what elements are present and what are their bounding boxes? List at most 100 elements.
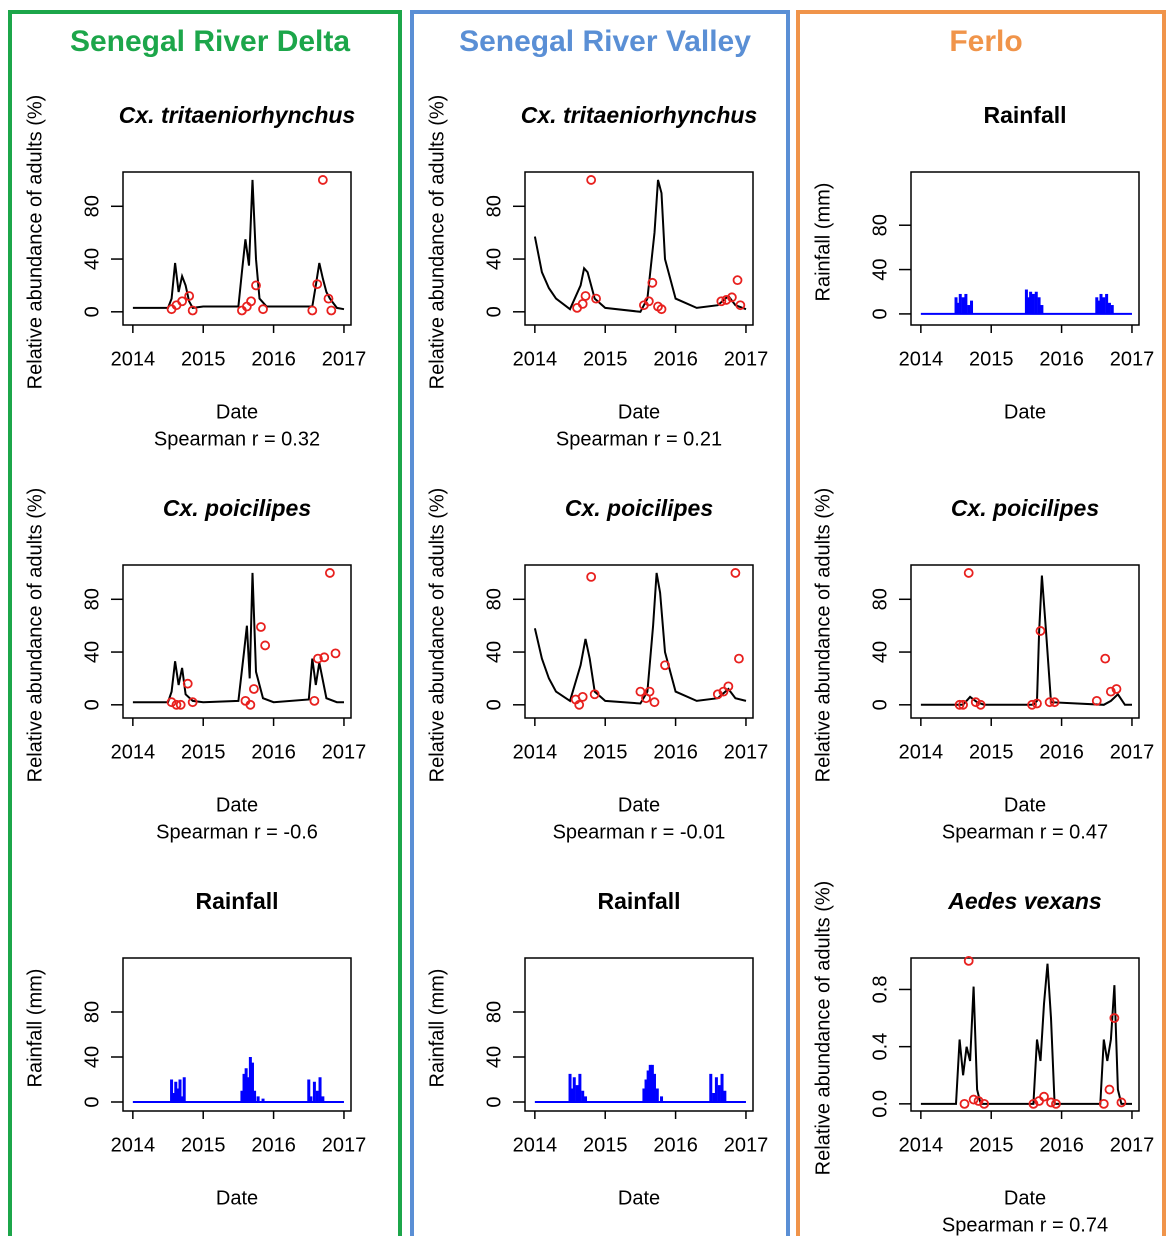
- observed-point: [258, 304, 268, 315]
- y-tick-label: 80: [483, 588, 505, 610]
- observed-point: [970, 697, 981, 708]
- y-tick-label: 0: [869, 699, 891, 710]
- y-axis-label: Relative abundance of adults (%): [426, 95, 448, 390]
- observed-point: [317, 175, 328, 185]
- y-tick-label: 0: [483, 306, 505, 317]
- observed-point: [1046, 1097, 1056, 1108]
- rain-bar: [572, 1077, 576, 1102]
- plot-frame: [122, 957, 352, 1112]
- observed-point: [326, 305, 337, 316]
- rain-bar: [1099, 293, 1103, 314]
- rain-bar: [642, 1088, 646, 1102]
- observed-point: [248, 684, 259, 694]
- observed-point: [246, 296, 256, 307]
- column-title: Senegal River Valley: [459, 25, 751, 58]
- observed-point: [1100, 653, 1111, 664]
- rain-bar: [1037, 297, 1041, 314]
- panel-title: Cx. poicilipes: [163, 495, 311, 521]
- observed-point: [580, 291, 591, 301]
- rain-bar: [723, 1090, 727, 1102]
- column-frame: [8, 10, 402, 1241]
- rain-bar: [970, 300, 974, 314]
- observed-point: [1104, 1084, 1115, 1095]
- rain-bar: [720, 1073, 724, 1102]
- x-tick-label: 2016: [1039, 1134, 1084, 1156]
- x-axis-label: Date: [618, 401, 660, 423]
- rain-bar: [1102, 297, 1106, 314]
- observed-point: [721, 295, 732, 305]
- x-tick-label: 2017: [1110, 348, 1155, 370]
- x-tick-label: 2014: [513, 741, 558, 763]
- x-tick-label: 2017: [1110, 1134, 1155, 1156]
- rain-bar: [244, 1068, 248, 1102]
- panel-title: Aedes vexans: [947, 888, 1101, 914]
- x-axis-label: Date: [216, 1187, 258, 1209]
- observed-point: [1032, 698, 1042, 709]
- rain-bar: [956, 302, 960, 314]
- observed-point: [330, 648, 341, 659]
- y-tick-label: 0.0: [869, 1090, 891, 1118]
- x-tick-label: 2015: [583, 741, 628, 763]
- panel-title: Cx. poicilipes: [565, 495, 713, 521]
- rain-bar: [180, 1096, 184, 1102]
- y-tick-label: 80: [869, 214, 891, 236]
- y-tick-label: 40: [483, 248, 505, 270]
- observed-point: [166, 697, 177, 708]
- x-tick-label: 2016: [251, 1134, 296, 1156]
- x-tick-label: 2015: [583, 1134, 628, 1156]
- rain-bar: [709, 1073, 713, 1102]
- x-axis-label: Date: [618, 794, 660, 816]
- observed-point: [1109, 1013, 1120, 1023]
- x-tick-label: 2014: [899, 348, 944, 370]
- observed-point: [958, 699, 968, 710]
- panel-title: Rainfall: [983, 102, 1066, 128]
- x-tick-label: 2017: [724, 348, 769, 370]
- y-tick-label: 40: [81, 1046, 103, 1068]
- panel-title: Cx. tritaeniorhynchus: [119, 102, 355, 128]
- observed-point: [723, 681, 734, 692]
- y-axis-label: Relative abundance of adults (%): [24, 95, 46, 390]
- x-axis-label: Date: [216, 401, 258, 423]
- observed-point: [313, 653, 323, 664]
- model-line: [533, 572, 747, 705]
- plot-frame: [910, 564, 1140, 719]
- plot-frame: [910, 171, 1140, 326]
- y-tick-label: 80: [483, 1001, 505, 1023]
- observed-point: [1044, 697, 1055, 708]
- rain-bar: [242, 1073, 246, 1102]
- correlation-label: Spearman r = 0.47: [942, 821, 1108, 843]
- rain-bar: [954, 297, 958, 314]
- plot-frame: [524, 171, 754, 326]
- model-line: [132, 179, 345, 311]
- observed-point: [732, 275, 743, 286]
- x-tick-label: 2014: [111, 1134, 156, 1156]
- rain-bar: [967, 305, 971, 314]
- column-title: Ferlo: [949, 25, 1022, 58]
- correlation-label: Spearman r = 0.32: [154, 428, 320, 450]
- rain-bar: [650, 1064, 654, 1102]
- rain-bar: [250, 1062, 254, 1102]
- rain-bar: [1029, 291, 1033, 314]
- y-axis-label: Rainfall (mm): [24, 969, 46, 1088]
- x-tick-label: 2016: [653, 741, 698, 763]
- model-line: [533, 179, 747, 313]
- y-axis-label: Relative abundance of adults (%): [24, 488, 46, 783]
- x-tick-label: 2016: [251, 741, 296, 763]
- observed-point: [171, 699, 182, 710]
- x-axis-label: Date: [618, 1187, 660, 1209]
- observed-point: [649, 697, 660, 708]
- rain-bar: [714, 1077, 718, 1102]
- observed-point: [1116, 1097, 1127, 1108]
- y-tick-label: 0: [81, 306, 103, 317]
- rain-bar: [584, 1096, 588, 1102]
- x-tick-label: 2015: [181, 741, 226, 763]
- observed-point: [963, 568, 974, 578]
- x-tick-label: 2015: [181, 1134, 226, 1156]
- rain-bar: [182, 1077, 186, 1102]
- x-tick-label: 2016: [653, 1134, 698, 1156]
- observed-point: [643, 296, 654, 307]
- observed-point: [718, 686, 729, 697]
- observed-point: [1035, 626, 1046, 636]
- y-tick-label: 80: [81, 1001, 103, 1023]
- observed-point: [177, 296, 188, 307]
